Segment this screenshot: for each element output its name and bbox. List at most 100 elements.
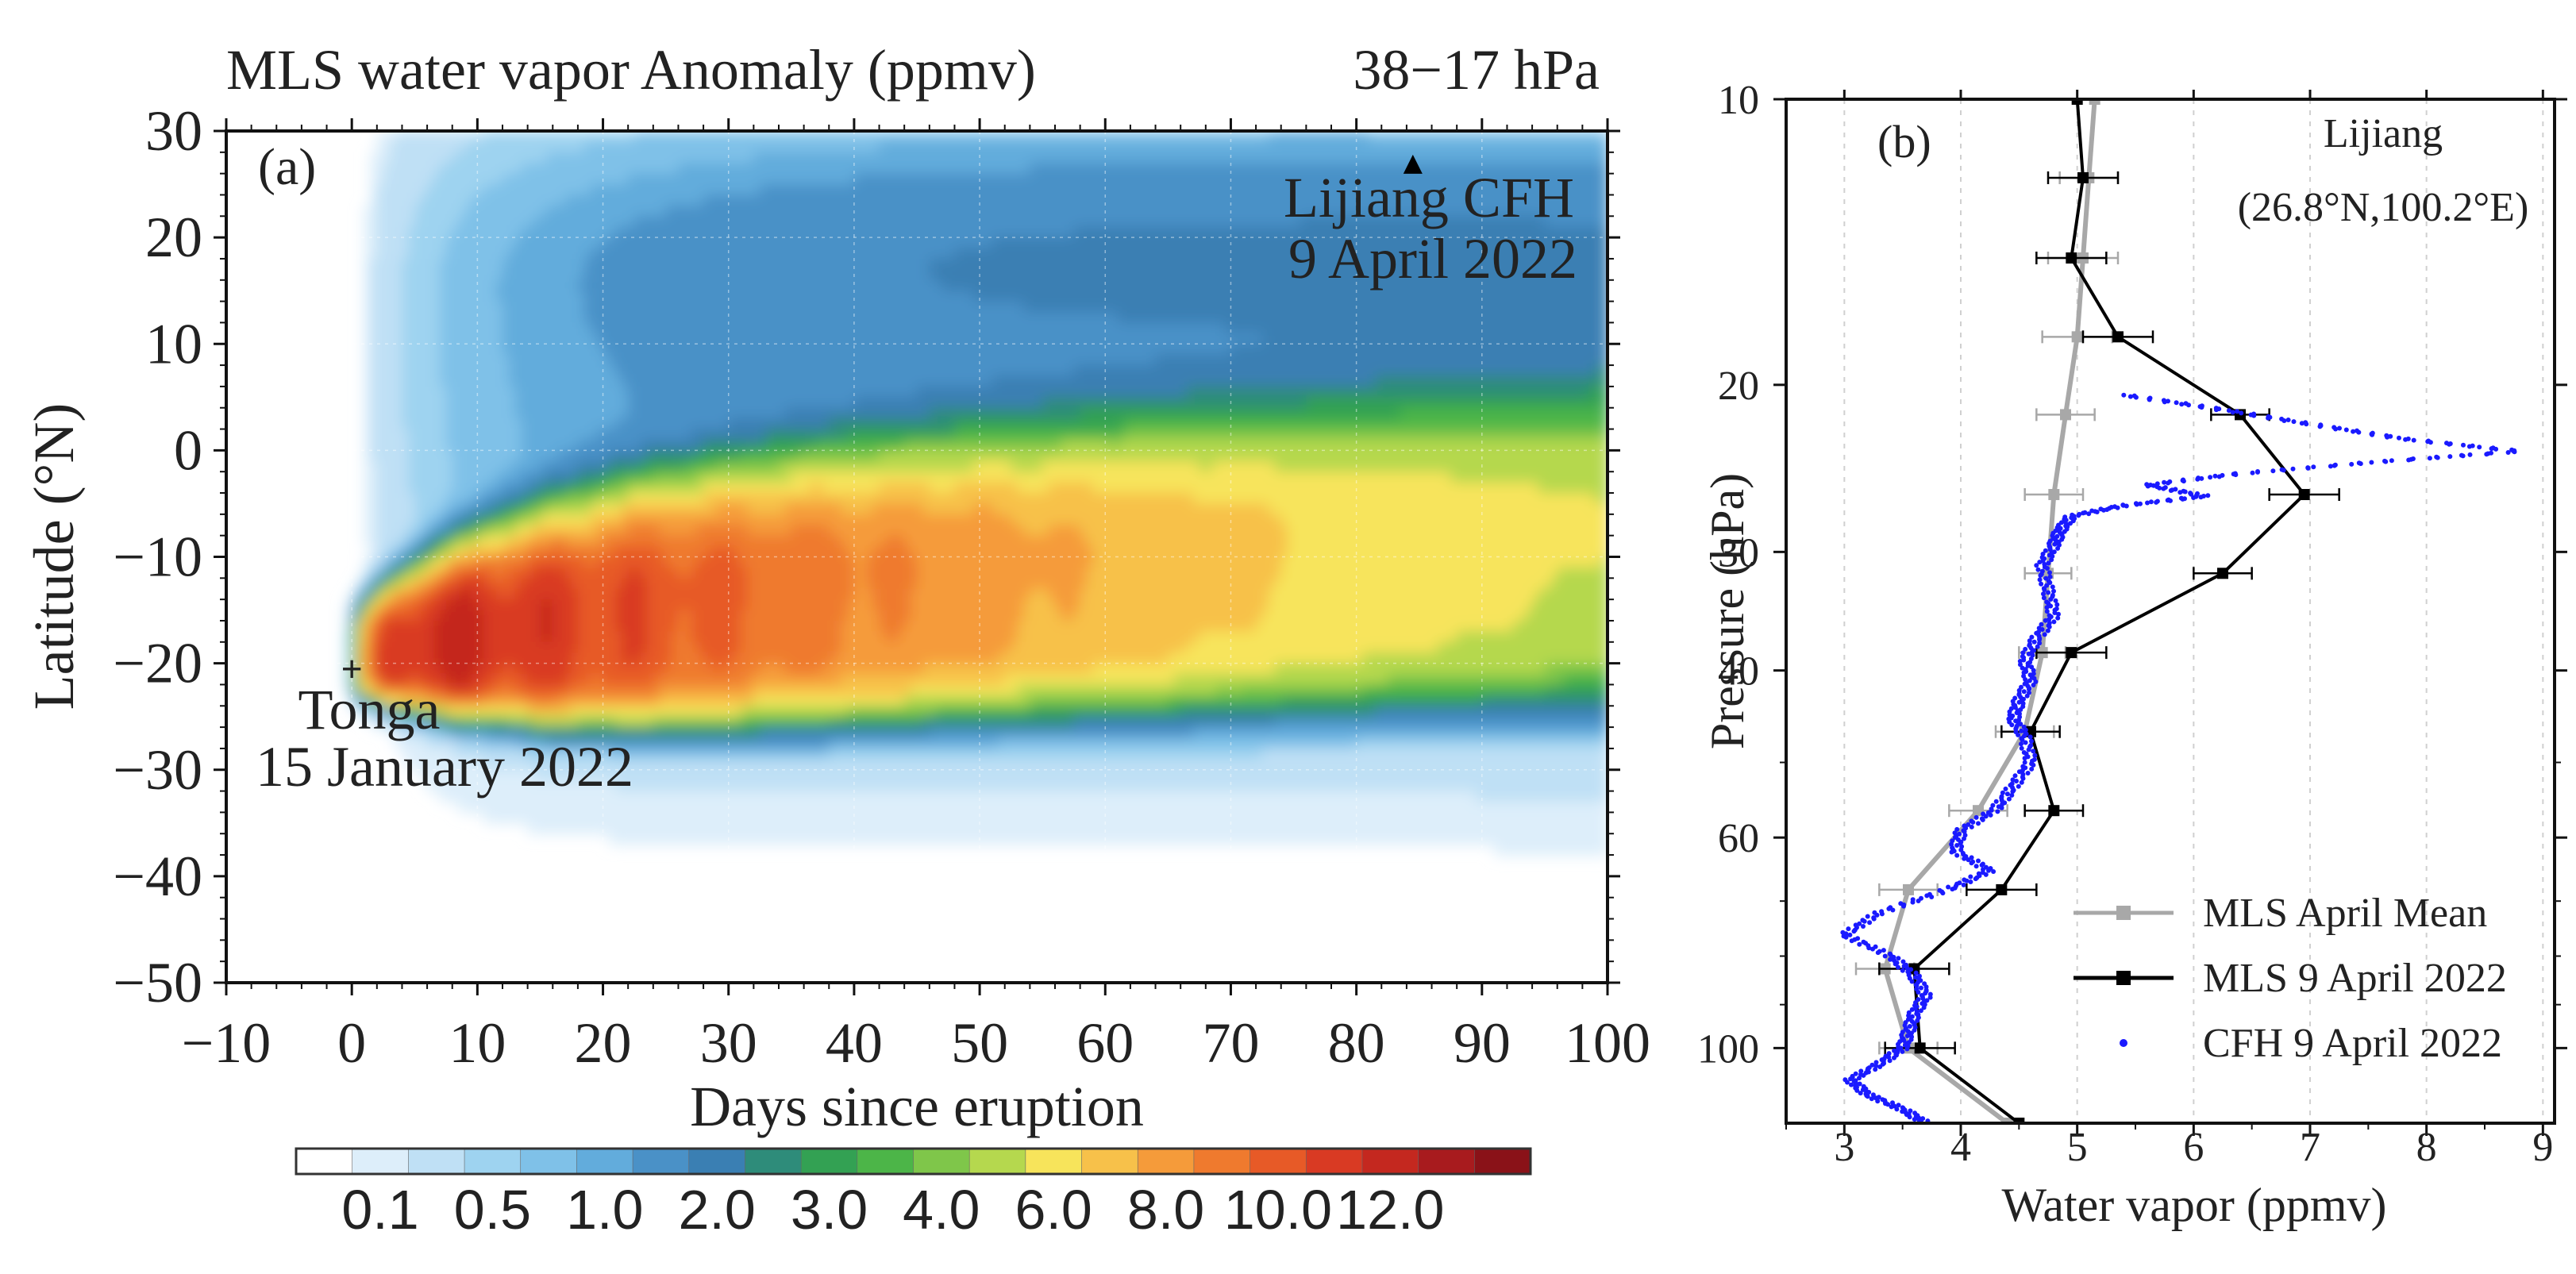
cfh-point <box>2031 683 2036 687</box>
cfh-point <box>2016 732 2021 737</box>
cfh-point <box>2333 426 2339 432</box>
y-tick-label: 20 <box>145 206 202 269</box>
y-tick-label: 60 <box>1718 816 1759 861</box>
colorbar-swatch <box>295 1148 353 1175</box>
cfh-point <box>2281 418 2287 423</box>
cfh-point <box>1950 887 1955 892</box>
cfh-point <box>1879 911 1885 917</box>
cfh-point <box>2331 463 2337 468</box>
cfh-point <box>2428 440 2433 445</box>
cfh-point <box>1865 914 1870 919</box>
cfh-point <box>2157 485 2162 491</box>
x-tick-label: 60 <box>1076 1011 1134 1075</box>
cfh-point <box>2068 521 2073 526</box>
cfh-point <box>1875 950 1881 956</box>
colorbar-tick-label: 12.0 <box>1336 1179 1444 1241</box>
series-point <box>1996 883 2008 895</box>
cfh-point <box>2016 783 2021 789</box>
cfh-point <box>1983 814 1989 819</box>
legend-label-mls-april-mean: MLS April Mean <box>2203 891 2487 936</box>
series-point <box>2048 805 2060 817</box>
cfh-point <box>1993 799 1999 804</box>
cfh-point <box>2189 491 2194 497</box>
cfh-point <box>2328 464 2333 469</box>
cfh-point <box>2168 498 2173 503</box>
cfh-point <box>1886 1051 1892 1057</box>
colorbar-swatch <box>857 1148 914 1175</box>
series-point <box>2013 1118 2025 1123</box>
cfh-point <box>2029 738 2034 744</box>
cfh-point <box>2358 461 2363 467</box>
colorbar-tick-label: 4.0 <box>903 1179 980 1241</box>
cfh-point <box>1949 849 1954 855</box>
cfh-point <box>2166 480 2171 486</box>
cfh-point <box>2403 437 2409 442</box>
cfh-point <box>2023 646 2028 652</box>
colorbar-swatch <box>1249 1148 1307 1175</box>
panel-b-grid <box>1843 99 2544 1123</box>
panel-a-xlabel: Days since eruption <box>690 1075 1144 1138</box>
cfh-point <box>1869 1096 1874 1102</box>
cfh-point <box>2281 468 2286 473</box>
y-tick-label: 30 <box>1718 530 1759 575</box>
panel-a-level-range: 38−17 hPa <box>1353 38 1600 102</box>
cfh-point <box>2477 445 2482 450</box>
cfh-point <box>2174 400 2179 406</box>
cfh-point <box>1980 817 1985 822</box>
colorbar-swatch <box>352 1148 410 1175</box>
cfh-point <box>1900 959 1906 964</box>
lijiang-triangle-marker <box>1403 154 1423 174</box>
x-tick-label: 70 <box>1202 1011 1259 1075</box>
panel-b-series <box>1840 99 2517 1123</box>
cfh-point <box>1881 948 1886 953</box>
cfh-point <box>1846 926 1851 932</box>
cfh-point <box>2056 611 2061 617</box>
cfh-point <box>2235 409 2240 414</box>
cfh-point <box>2050 584 2055 590</box>
cfh-point <box>2062 529 2067 534</box>
cfh-point <box>2047 574 2053 579</box>
cfh-point <box>2162 399 2167 405</box>
cfh-point <box>1896 1103 1901 1108</box>
cfh-point <box>2031 749 2036 754</box>
cfh-point <box>1854 1087 1860 1093</box>
cfh-point <box>2029 664 2035 670</box>
cfh-point <box>2019 741 2023 747</box>
cfh-point <box>2044 609 2050 614</box>
cfh-point <box>1969 860 1974 866</box>
colorbar-swatch <box>968 1148 1026 1175</box>
cfh-point <box>2460 453 2466 459</box>
cfh-point <box>1915 1018 1920 1023</box>
cfh-point <box>2029 634 2035 640</box>
cfh-point <box>2447 441 2452 447</box>
colorbar-swatch <box>688 1148 746 1175</box>
cfh-point <box>2006 796 2012 802</box>
cfh-point <box>1918 1008 1923 1014</box>
cfh-point <box>2081 510 2086 516</box>
x-tick-label: 0 <box>337 1011 366 1075</box>
cfh-point <box>1970 819 1976 825</box>
cfh-point <box>2047 617 2052 622</box>
cfh-point <box>1857 941 1862 947</box>
x-tick-label: 100 <box>1565 1011 1650 1075</box>
cfh-point <box>2239 410 2244 416</box>
cfh-point <box>2016 769 2022 775</box>
x-tick-label: 30 <box>700 1011 757 1075</box>
cfh-point <box>1870 946 1875 952</box>
y-tick-label: 20 <box>1718 364 1759 409</box>
cfh-point <box>1845 1080 1850 1085</box>
cfh-point <box>1862 918 1867 924</box>
cfh-point <box>2035 567 2041 572</box>
cfh-point <box>2019 728 2024 733</box>
tonga-date-label: 15 January 2022 <box>256 735 633 799</box>
cfh-point <box>1875 1099 1881 1104</box>
cfh-point <box>2051 588 2056 594</box>
cfh-point <box>2031 668 2036 673</box>
cfh-point <box>2020 650 2026 656</box>
cfh-point <box>2195 476 2201 482</box>
cfh-point <box>1962 856 1967 861</box>
cfh-point <box>1964 878 1970 883</box>
panel-a-contour-plot: MLS water vapor Anomaly (ppmv) 38−17 hPa… <box>22 38 1650 1138</box>
cfh-point <box>1946 884 1951 890</box>
cfh-point <box>2406 457 2412 463</box>
